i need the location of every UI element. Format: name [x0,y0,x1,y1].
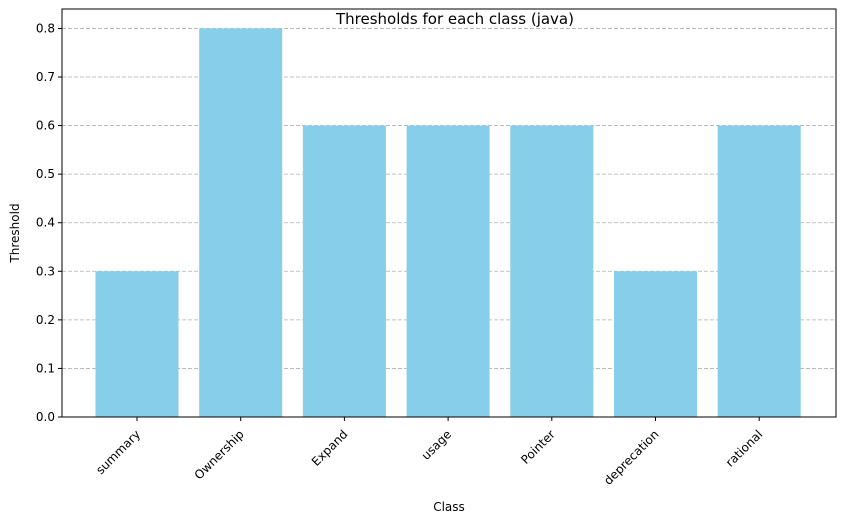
bar-rational [717,125,801,418]
y-tick-label: 0.6 [36,119,55,133]
plot-frame [61,8,837,418]
bar-ownership [199,28,283,418]
y-axis-label: Threshold [8,203,22,263]
bar-deprecation [614,271,697,417]
y-tick-label: 0.4 [36,216,55,230]
chart-title: Thresholds for each class (java) [335,10,574,28]
x-tick-label: deprecation [601,427,662,488]
bar-summary [95,271,179,417]
y-ticks: 0.0 0.1 0.2 0.3 0.4 0.5 0.6 0.7 0.8 [36,21,62,424]
x-ticks: summary Ownership Expand usage Pointer deprec… [93,417,765,488]
y-tick-label: 0.5 [36,167,55,181]
x-tick-label: usage [419,427,455,463]
x-tick-label: Pointer [518,427,558,467]
y-tick-label: 0.2 [36,313,55,327]
bars [95,28,801,418]
x-tick-label: summary [93,427,143,477]
y-tick-label: 0.3 [36,264,55,278]
x-tick-label: Expand [309,427,351,469]
x-tick-label: rational [723,427,765,469]
y-tick-label: 0.1 [36,361,55,375]
bar-pointer [510,125,594,418]
y-tick-label: 0.8 [36,21,55,35]
x-tick-label: Ownership [192,427,247,482]
bar-expand [302,125,386,418]
x-axis-label: Class [433,500,465,514]
bar-usage [406,125,490,418]
y-tick-label: 0.0 [36,410,55,424]
y-tick-label: 0.7 [36,70,55,84]
